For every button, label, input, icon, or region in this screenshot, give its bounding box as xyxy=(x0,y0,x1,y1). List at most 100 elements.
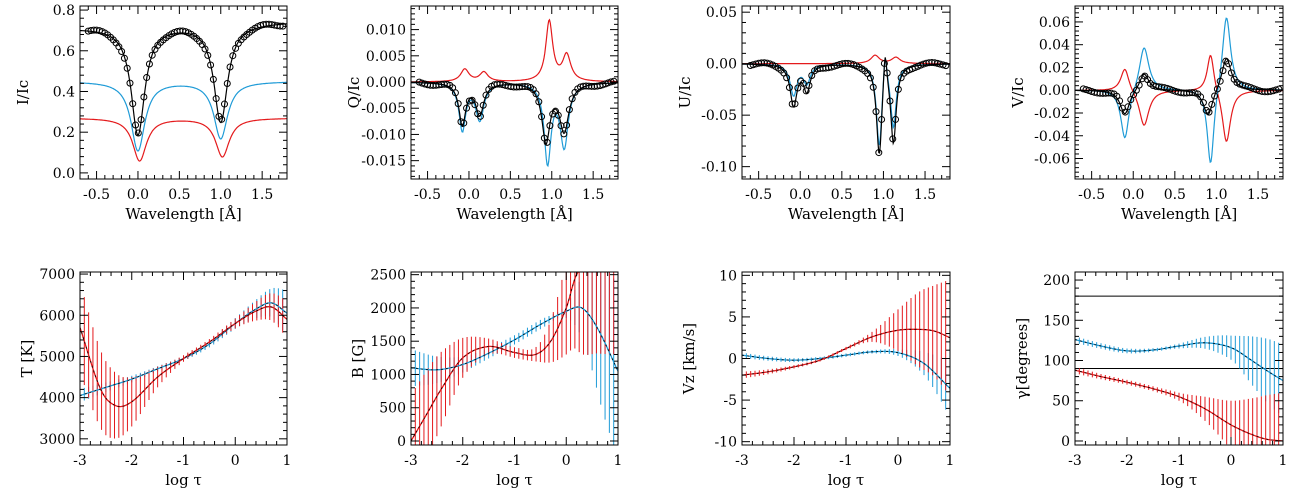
x-tick-label: -0.5 xyxy=(1078,187,1105,203)
x-tick-label: -2 xyxy=(1120,453,1134,469)
y-axis-label: Vz [km/s] xyxy=(680,323,698,395)
data-point xyxy=(1227,69,1235,77)
plot-frame xyxy=(1074,271,1284,446)
x-axis-label: Wavelength [Å] xyxy=(125,205,241,223)
data-point xyxy=(218,115,226,123)
x-tick-label: 1.0 xyxy=(1205,187,1227,203)
data-point xyxy=(140,93,148,101)
data-point xyxy=(883,69,891,77)
y-tick-label: -5 xyxy=(723,393,737,409)
data-point xyxy=(805,81,813,89)
x-axis-label: log τ xyxy=(828,471,865,489)
series-overlay-blue xyxy=(1075,339,1283,381)
data-point xyxy=(226,63,234,71)
data-point xyxy=(1116,97,1124,105)
data-point xyxy=(568,95,576,103)
data-point xyxy=(610,77,618,85)
x-axis-label: log τ xyxy=(1161,471,1198,489)
data-point xyxy=(788,100,796,108)
data-point xyxy=(482,91,490,99)
data-point xyxy=(886,97,894,105)
plot-frame xyxy=(410,5,619,180)
data-point xyxy=(223,80,231,88)
data-point xyxy=(942,62,950,70)
chart-panel-2: -0.5 0.0 0.5 1.0 1.5 -0.015 -0.010 -0.005 0.000 0… xyxy=(345,5,619,223)
y-tick-label: 10 xyxy=(719,268,737,284)
plot-area xyxy=(1075,17,1283,164)
x-tick-label: 1.0 xyxy=(872,187,894,203)
data-point xyxy=(1208,100,1216,108)
series-overlay-red xyxy=(80,306,287,407)
series-overlay-red xyxy=(742,328,950,376)
data-point xyxy=(1216,77,1224,85)
y-tick-label: 6000 xyxy=(39,308,75,324)
y-tick-label: -10 xyxy=(714,435,737,451)
data-point xyxy=(1127,96,1135,104)
x-tick-label: 1.5 xyxy=(1247,187,1269,203)
y-tick-label: -0.05 xyxy=(701,108,737,124)
y-axis-label: U/Ic xyxy=(676,76,694,108)
chart-panel-5: -3 -2 -1 0 1 3000 4000 5000 6000 7000 log τ T [K] xyxy=(18,267,291,489)
x-tick-label: 1 xyxy=(946,453,955,469)
x-tick-label: 0.5 xyxy=(831,187,853,203)
y-tick-label: -0.06 xyxy=(1034,152,1070,168)
x-axis-label: Wavelength [Å] xyxy=(456,205,572,223)
data-point xyxy=(560,130,568,138)
data-point xyxy=(201,45,209,53)
series-line-blue xyxy=(742,350,950,389)
y-tick-label: 0.00 xyxy=(1039,83,1070,99)
data-point xyxy=(543,138,551,146)
x-tick-label: 0 xyxy=(231,453,240,469)
y-axis-label: Q/Ic xyxy=(345,77,363,109)
x-tick-label: -0.5 xyxy=(414,187,441,203)
data-point xyxy=(880,59,888,67)
y-tick-label: -0.02 xyxy=(1034,106,1070,122)
data-point xyxy=(460,119,468,127)
data-point xyxy=(538,113,546,121)
data-point xyxy=(785,84,793,92)
x-tick-label: -1 xyxy=(177,453,191,469)
data-point xyxy=(878,115,886,123)
x-tick-label: -3 xyxy=(1068,453,1082,469)
x-tick-label: 0.0 xyxy=(127,187,149,203)
y-tick-label: 0.6 xyxy=(53,44,75,60)
x-tick-label: 1.5 xyxy=(914,187,936,203)
error-bars-red xyxy=(742,279,950,396)
data-point xyxy=(1205,108,1213,116)
y-tick-label: 150 xyxy=(1043,313,1070,329)
y-tick-label: 0 xyxy=(728,352,737,368)
data-point xyxy=(204,51,212,59)
x-tick-label: 1.0 xyxy=(210,187,232,203)
data-point xyxy=(546,122,554,130)
data-point xyxy=(120,54,128,62)
data-point xyxy=(1132,86,1140,94)
data-point xyxy=(889,135,897,143)
x-tick-label: 1 xyxy=(1279,453,1288,469)
y-axis-label: γ[degrees] xyxy=(1013,318,1031,399)
plot-area xyxy=(80,20,287,162)
data-point xyxy=(132,121,140,129)
series-line-red xyxy=(411,272,580,442)
data-point xyxy=(872,108,880,116)
profile-line-red xyxy=(1075,54,1283,142)
x-tick-label: -0.5 xyxy=(83,187,110,203)
x-tick-label: 0 xyxy=(562,453,571,469)
data-point xyxy=(554,111,562,119)
y-tick-label: 0.0 xyxy=(53,166,75,182)
data-point xyxy=(1275,85,1283,93)
x-tick-label: -1 xyxy=(839,453,853,469)
y-tick-label: 0.02 xyxy=(1039,60,1070,76)
y-tick-label: -0.005 xyxy=(361,101,406,117)
data-point xyxy=(479,101,487,109)
y-tick-label: 5000 xyxy=(39,349,75,365)
profile-line-blue xyxy=(742,58,950,146)
data-point xyxy=(465,97,473,105)
error-bars-blue xyxy=(411,272,618,445)
data-point xyxy=(1107,89,1115,97)
error-bars-red xyxy=(80,282,287,439)
y-tick-label: 100 xyxy=(1043,354,1070,370)
data-point xyxy=(126,79,134,87)
plot-area xyxy=(411,18,618,168)
x-tick-label: 1.5 xyxy=(582,187,604,203)
plot-frame xyxy=(741,5,951,180)
